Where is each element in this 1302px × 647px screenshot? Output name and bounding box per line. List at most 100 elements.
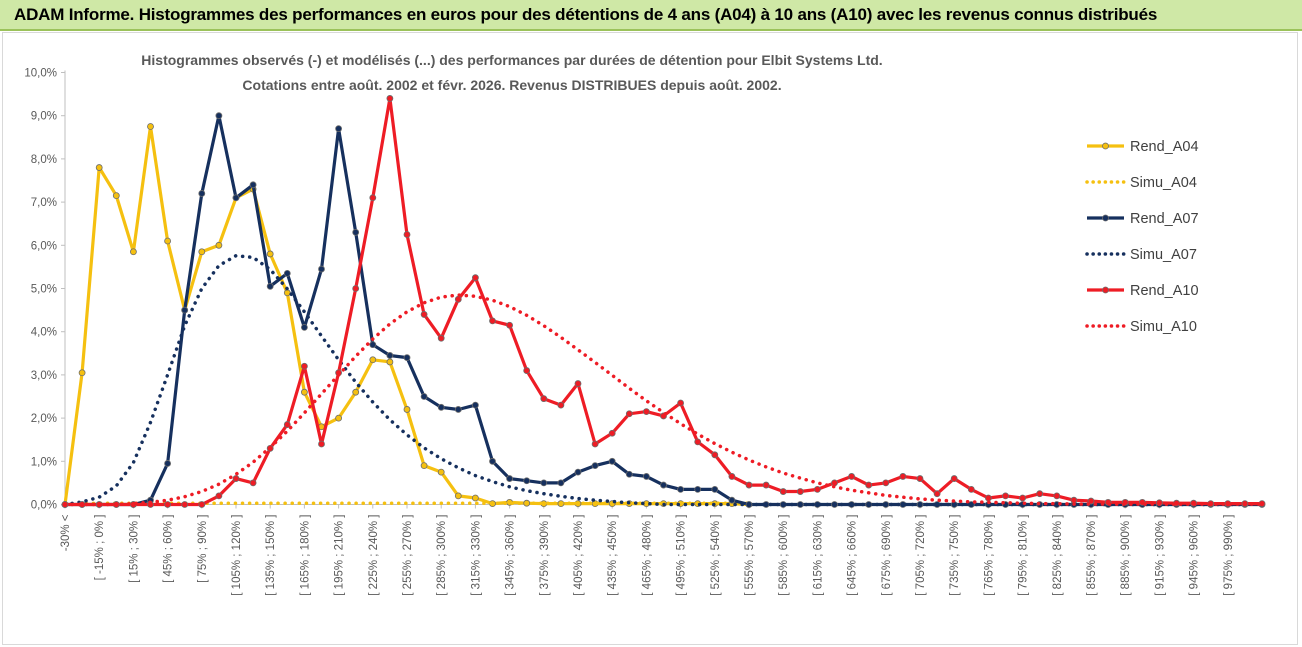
data-point-rend-a04 — [129, 248, 137, 256]
data-point-rend-a10 — [198, 501, 206, 508]
data-point-rend-a04 — [266, 250, 274, 258]
data-point-rend-a07 — [694, 485, 702, 493]
data-point-rend-a07 — [591, 462, 599, 470]
data-point-rend-a10 — [1036, 490, 1044, 498]
y-tick-label: 4,0% — [31, 327, 57, 339]
data-point-rend-a10 — [1053, 492, 1061, 500]
data-point-rend-a10 — [677, 399, 684, 407]
x-tick-label: [ 525% ; 540% ] — [710, 515, 722, 596]
x-tick-label: [ 495% ; 510% ] — [676, 515, 688, 596]
data-point-rend-a10 — [181, 501, 189, 508]
series-line-simu-a07 — [63, 253, 1247, 507]
data-point-rend-a07 — [540, 479, 548, 487]
data-point-rend-a10 — [215, 492, 223, 500]
x-tick-label: [ 225% ; 240% ] — [368, 515, 380, 596]
data-point-rend-a07 — [454, 406, 462, 413]
series-line-rend-a04 — [63, 124, 750, 507]
legend-marker-rend-a07 — [1102, 214, 1109, 222]
x-tick-label: [ 405% ; 420% ] — [573, 515, 585, 596]
data-point-rend-a10 — [249, 479, 257, 487]
legend-label-rend-a10: Rend_A10 — [1130, 283, 1199, 299]
data-point-rend-a07 — [164, 460, 172, 467]
data-point-rend-a10 — [865, 481, 873, 489]
x-tick-label: [ 135% ; 150% ] — [265, 515, 277, 596]
legend-marker-rend-a10 — [1102, 286, 1109, 294]
data-point-rend-a07 — [198, 190, 206, 197]
data-point-rend-a10 — [711, 451, 719, 459]
data-point-rend-a10 — [369, 194, 377, 202]
data-point-rend-a10 — [164, 501, 172, 508]
title-banner: ADAM Informe. Histogrammes des performan… — [0, 0, 1302, 31]
y-tick-label: 8,0% — [31, 154, 57, 166]
data-point-rend-a07 — [523, 477, 531, 485]
data-point-rend-a07 — [266, 282, 274, 290]
x-tick-label: [ 585% ; 600% ] — [778, 515, 790, 596]
data-point-rend-a10 — [318, 440, 325, 448]
data-point-rend-a10 — [694, 438, 702, 446]
data-point-rend-a10 — [540, 395, 548, 403]
data-point-rend-a10 — [300, 362, 308, 370]
data-point-rend-a07 — [625, 470, 633, 478]
data-point-rend-a10 — [1070, 496, 1078, 504]
data-point-rend-a10 — [386, 95, 394, 102]
data-point-rend-a10 — [916, 475, 924, 482]
data-point-rend-a10 — [814, 485, 821, 493]
data-point-rend-a10 — [489, 317, 496, 325]
x-tick-label: [ 645% ; 660% ] — [847, 515, 859, 596]
data-point-rend-a10 — [831, 479, 838, 487]
data-point-rend-a04 — [283, 289, 291, 297]
x-tick-label: [ 315% ; 330% ] — [470, 515, 482, 596]
data-point-rend-a10 — [557, 401, 565, 409]
y-tick-label: 0,0% — [31, 500, 57, 512]
data-point-rend-a10 — [643, 408, 650, 416]
x-tick-label: [ 735% ; 750% ] — [949, 514, 961, 595]
data-point-rend-a07 — [711, 485, 719, 493]
data-point-rend-a10 — [523, 367, 531, 374]
data-point-rend-a10 — [625, 410, 633, 418]
data-point-rend-a04 — [215, 241, 223, 249]
legend-label-rend-a04: Rend_A04 — [1130, 139, 1199, 155]
data-point-rend-a04 — [352, 388, 360, 396]
data-point-rend-a10 — [779, 488, 787, 495]
data-point-rend-a04 — [437, 468, 445, 476]
x-tick-label: [ 855% ; 870% ] — [1086, 515, 1098, 596]
data-point-rend-a07 — [403, 354, 411, 362]
legend-label-simu-a07: Simu_A07 — [1130, 247, 1197, 263]
data-point-rend-a10 — [728, 473, 736, 480]
x-tick-label: [ 75% ; 90% ] — [197, 515, 209, 583]
data-point-rend-a07 — [420, 393, 428, 400]
data-point-rend-a07 — [677, 485, 684, 493]
x-tick-label: [ 165% ; 180% ] — [299, 515, 311, 596]
data-point-rend-a04 — [300, 388, 308, 396]
x-tick-label: [ 465% ; 480% ] — [641, 515, 653, 596]
data-point-rend-a10 — [454, 295, 462, 303]
y-tick-label: 10,0% — [24, 68, 57, 80]
chart-title: Histogrammes observés (-) et modélisés (… — [141, 52, 882, 68]
x-tick-label: [ 15% ; 30% ] — [128, 515, 140, 583]
data-point-rend-a07 — [386, 352, 394, 359]
y-tick-label: 1,0% — [31, 456, 57, 468]
data-point-rend-a04 — [198, 248, 206, 256]
data-point-rend-a10 — [420, 311, 428, 318]
data-point-rend-a07 — [215, 112, 223, 120]
x-tick-label: [ 375% ; 390% ] — [539, 515, 551, 596]
data-point-rend-a07 — [506, 475, 514, 482]
data-point-rend-a10 — [352, 285, 360, 292]
x-tick-label: [ 105% ; 120% ] — [231, 515, 243, 596]
x-tick-label: [ 915% ; 930% ] — [1154, 515, 1166, 596]
data-point-rend-a07 — [283, 269, 291, 277]
data-point-rend-a04 — [164, 237, 172, 245]
data-point-rend-a07 — [574, 468, 582, 476]
data-point-rend-a07 — [249, 181, 257, 189]
data-point-rend-a10 — [283, 421, 291, 428]
x-tick-label: [ 975% ; 990% ] — [1223, 515, 1235, 596]
data-point-rend-a07 — [335, 125, 343, 133]
data-point-rend-a10 — [762, 481, 770, 489]
x-tick-label: -30% < — [60, 514, 72, 551]
legend-label-simu-a04: Simu_A04 — [1130, 175, 1197, 191]
data-point-rend-a10 — [608, 429, 616, 437]
x-tick-label: [ 45% ; 60% ] — [163, 515, 175, 583]
x-tick-label: [ -15% ; 0% ] — [94, 515, 106, 581]
data-point-rend-a07 — [300, 323, 308, 331]
